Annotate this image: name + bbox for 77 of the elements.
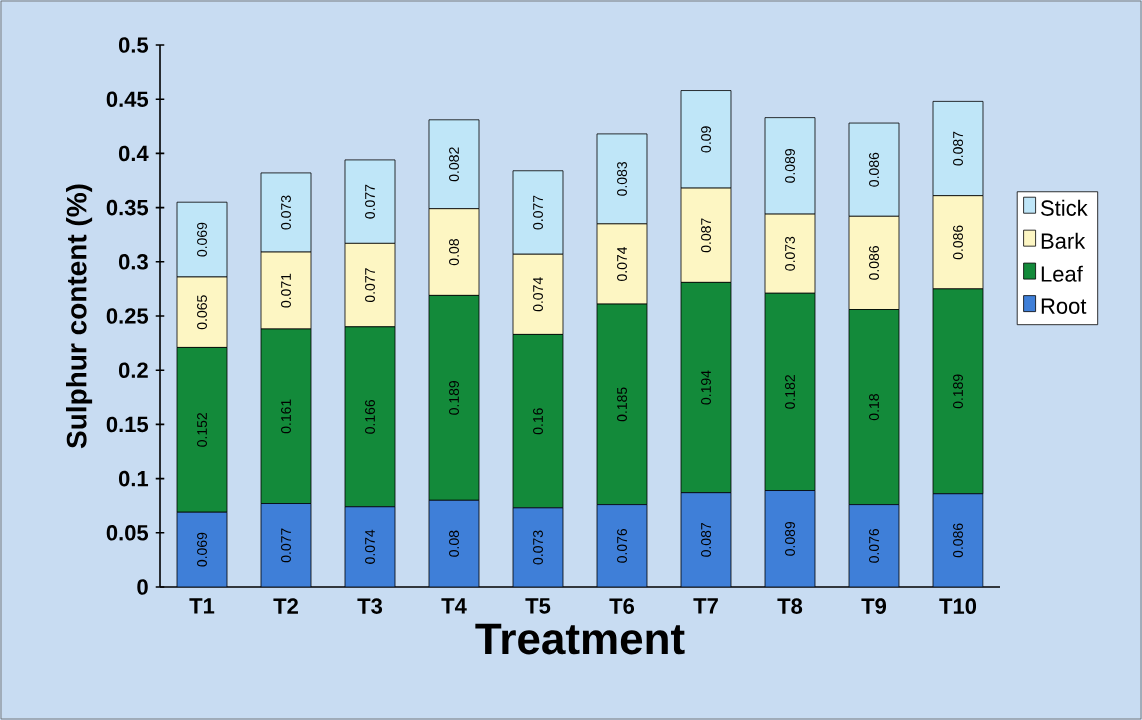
data-label: 0.083: [617, 162, 627, 196]
data-label: 0.082: [449, 147, 459, 182]
data-label: 0.087: [701, 523, 711, 557]
data-label: 0.09: [701, 126, 711, 153]
bar: [764, 490, 816, 587]
data-label: 0.074: [533, 277, 543, 312]
x-tick-label: T4: [441, 598, 467, 614]
bar: [848, 504, 900, 587]
data-label: 0.189: [953, 374, 963, 409]
bar: [512, 507, 564, 587]
data-label: 0.077: [365, 268, 375, 303]
legend-label: Stick: [1041, 199, 1088, 216]
bar: [344, 506, 396, 587]
x-tick-label: T10: [939, 598, 977, 614]
data-label: 0.087: [953, 131, 963, 166]
data-label: 0.069: [197, 532, 207, 567]
data-label: 0.089: [785, 521, 795, 556]
data-label: 0.08: [449, 530, 459, 557]
data-label: 0.185: [617, 387, 627, 422]
y-tick-label: 0.3: [118, 254, 148, 270]
data-label: 0.087: [701, 218, 711, 253]
data-label: 0.086: [953, 523, 963, 558]
y-tick-label: 0.1: [118, 470, 149, 487]
data-label: 0.074: [617, 246, 627, 281]
y-tick-label: 0.5: [118, 37, 149, 53]
y-tick-label: 0.15: [106, 416, 149, 433]
y-tick-label: 0.45: [106, 91, 149, 107]
data-label: 0.073: [533, 530, 543, 565]
x-tick-label: T7: [693, 598, 718, 614]
x-tick-label: T3: [357, 598, 383, 614]
x-tick-label: T2: [273, 598, 298, 614]
data-label: 0.069: [197, 222, 207, 257]
x-tick-label: T8: [777, 598, 803, 614]
bar: [260, 503, 312, 587]
data-label: 0.16: [533, 408, 543, 435]
data-label: 0.086: [869, 152, 879, 187]
bar: [932, 493, 984, 587]
data-label: 0.086: [953, 225, 963, 260]
data-label: 0.065: [197, 295, 207, 330]
x-tick-label: T1: [189, 598, 215, 614]
data-label: 0.152: [197, 413, 207, 447]
data-label: 0.089: [785, 149, 795, 183]
y-tick-label: 0.25: [106, 308, 149, 324]
y-tick-label: 0.4: [118, 145, 149, 162]
data-label: 0.189: [449, 381, 459, 415]
bar: [428, 499, 480, 587]
data-label: 0.073: [281, 195, 291, 230]
y-axis-title: Sulphur content (%): [66, 184, 93, 449]
legend-label: Root: [1041, 298, 1087, 314]
y-tick-label: 0.35: [106, 199, 149, 216]
data-label: 0.077: [281, 528, 291, 563]
data-label: 0.076: [869, 528, 879, 563]
x-tick-label: T5: [525, 598, 551, 614]
y-tick-label: 0.2: [118, 362, 148, 378]
data-label: 0.161: [281, 399, 291, 434]
x-axis-title: Treatment: [475, 623, 685, 655]
data-label: 0.166: [365, 399, 375, 434]
legend-label: Bark: [1041, 232, 1086, 249]
data-label: 0.182: [785, 375, 795, 409]
bar: [680, 492, 732, 587]
x-tick-label: T9: [861, 598, 887, 614]
data-label: 0.077: [533, 195, 543, 230]
data-label: 0.071: [281, 273, 291, 308]
data-label: 0.086: [869, 246, 879, 280]
data-label: 0.073: [785, 236, 795, 271]
legend-label: Leaf: [1041, 265, 1083, 282]
data-label: 0.08: [449, 239, 459, 266]
bar: [596, 504, 648, 587]
bar: [176, 511, 228, 587]
data-label: 0.18: [869, 394, 879, 421]
data-label: 0.074: [365, 529, 375, 564]
y-tick-label: 0: [137, 579, 148, 595]
x-tick-label: T6: [609, 598, 635, 614]
data-label: 0.077: [365, 184, 375, 219]
y-tick-label: 0.05: [106, 525, 149, 541]
data-label: 0.194: [701, 370, 711, 405]
data-label: 0.076: [617, 528, 627, 563]
